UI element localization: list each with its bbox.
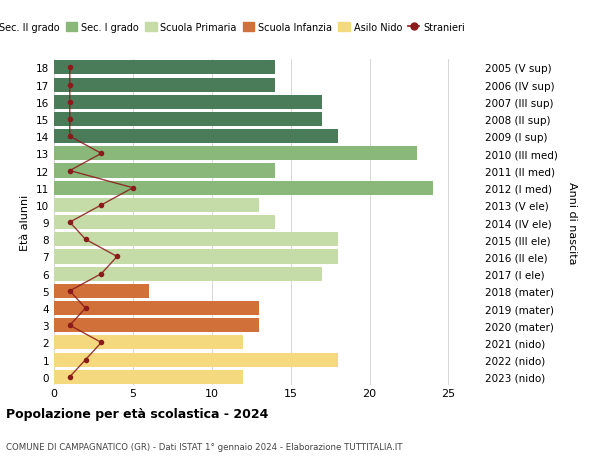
Text: Popolazione per età scolastica - 2024: Popolazione per età scolastica - 2024 [6, 407, 268, 420]
Legend: Sec. II grado, Sec. I grado, Scuola Primaria, Scuola Infanzia, Asilo Nido, Stran: Sec. II grado, Sec. I grado, Scuola Prim… [0, 19, 469, 37]
Point [81, 236, 91, 243]
Point [65, 219, 74, 226]
Bar [54, 267, 322, 281]
Point [65, 133, 74, 140]
Point [65, 99, 74, 106]
Point [65, 287, 74, 295]
Point [65, 82, 74, 89]
Point [81, 305, 91, 312]
Point [65, 168, 74, 175]
Bar [54, 181, 433, 196]
Bar [54, 302, 259, 315]
Bar [54, 130, 338, 144]
Point [65, 373, 74, 381]
Point [97, 151, 106, 158]
Text: COMUNE DI CAMPAGNATICO (GR) - Dati ISTAT 1° gennaio 2024 - Elaborazione TUTTITAL: COMUNE DI CAMPAGNATICO (GR) - Dati ISTAT… [6, 442, 403, 451]
Bar [54, 147, 417, 161]
Bar [54, 353, 338, 367]
Point [97, 202, 106, 209]
Bar [54, 319, 259, 333]
Point [97, 270, 106, 278]
Y-axis label: Età alunni: Età alunni [20, 195, 31, 251]
Bar [54, 284, 149, 298]
Bar [54, 233, 338, 247]
Bar [54, 250, 338, 264]
Point [65, 65, 74, 72]
Point [112, 253, 122, 261]
Point [65, 116, 74, 123]
Bar [54, 336, 244, 350]
Point [65, 322, 74, 329]
Bar [54, 216, 275, 230]
Bar [54, 78, 275, 92]
Bar [54, 95, 322, 110]
Point [81, 356, 91, 364]
Bar [54, 370, 244, 384]
Bar [54, 164, 275, 178]
Point [97, 339, 106, 347]
Point [128, 185, 137, 192]
Y-axis label: Anni di nascita: Anni di nascita [567, 181, 577, 264]
Bar [54, 198, 259, 213]
Bar [54, 112, 322, 127]
Bar [54, 61, 275, 75]
